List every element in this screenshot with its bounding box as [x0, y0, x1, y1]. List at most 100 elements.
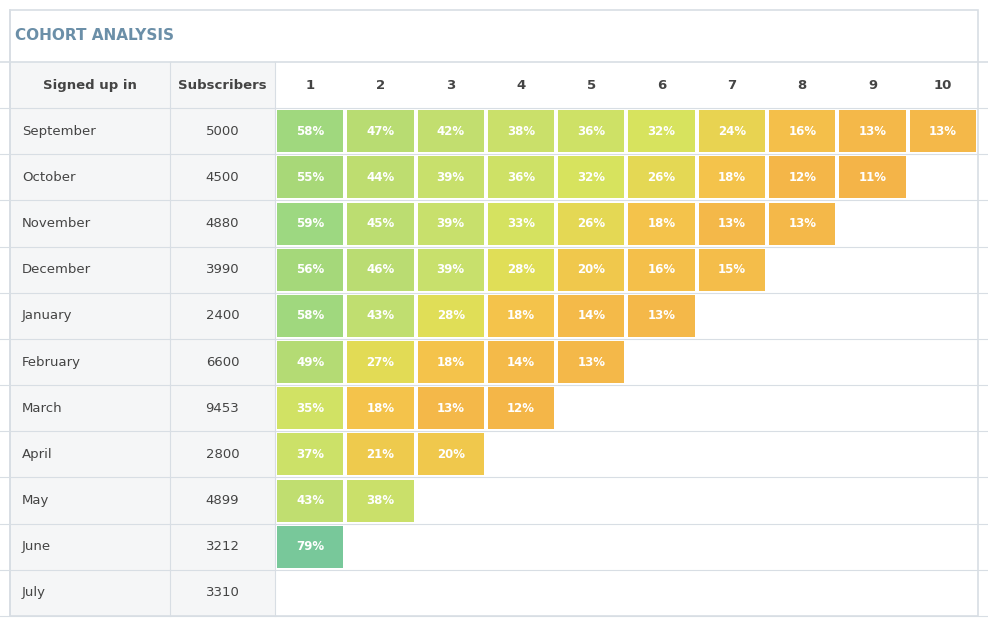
Text: 49%: 49% [296, 356, 324, 369]
Text: 43%: 43% [296, 494, 324, 507]
Text: 3: 3 [447, 79, 455, 91]
Bar [699, 202, 765, 245]
Bar [418, 156, 484, 198]
Text: November: November [22, 217, 91, 230]
Bar [558, 156, 624, 198]
Text: 13%: 13% [788, 217, 816, 230]
Bar [348, 110, 414, 152]
Text: 38%: 38% [367, 494, 394, 507]
Text: March: March [22, 402, 62, 415]
Bar [277, 110, 343, 152]
Bar [910, 110, 976, 152]
Text: 27%: 27% [367, 356, 394, 369]
Text: 7: 7 [727, 79, 736, 91]
Bar [558, 202, 624, 245]
Bar [628, 202, 695, 245]
Bar [558, 249, 624, 291]
Text: 18%: 18% [647, 217, 676, 230]
Text: 18%: 18% [437, 356, 464, 369]
Bar [418, 202, 484, 245]
Bar [348, 341, 414, 383]
Bar [10, 431, 275, 478]
Text: 4899: 4899 [206, 494, 239, 507]
Text: 6600: 6600 [206, 356, 239, 369]
Bar [769, 110, 836, 152]
Bar [10, 385, 275, 431]
Text: 13%: 13% [648, 309, 676, 322]
Text: 9: 9 [868, 79, 877, 91]
Text: 8: 8 [797, 79, 807, 91]
Text: 79%: 79% [296, 540, 324, 553]
Text: Subscribers: Subscribers [178, 79, 267, 91]
Bar [418, 295, 484, 337]
Bar [348, 480, 414, 521]
Text: 4880: 4880 [206, 217, 239, 230]
Bar [277, 295, 343, 337]
Text: 13%: 13% [718, 217, 746, 230]
Bar [277, 433, 343, 476]
Bar [277, 156, 343, 198]
Text: Signed up in: Signed up in [43, 79, 137, 91]
Text: 59%: 59% [296, 217, 324, 230]
Bar [488, 202, 554, 245]
Text: 28%: 28% [507, 264, 535, 276]
Text: September: September [22, 125, 96, 138]
Text: 16%: 16% [788, 125, 816, 138]
Bar [348, 202, 414, 245]
Text: 5000: 5000 [206, 125, 239, 138]
Bar [769, 202, 836, 245]
Text: 2800: 2800 [206, 448, 239, 461]
Bar [277, 341, 343, 383]
Text: 36%: 36% [577, 125, 606, 138]
Text: February: February [22, 356, 81, 369]
Text: 58%: 58% [296, 309, 324, 322]
Text: 44%: 44% [367, 171, 394, 184]
Bar [348, 387, 414, 429]
Text: 14%: 14% [577, 309, 606, 322]
Bar [488, 156, 554, 198]
Text: 37%: 37% [296, 448, 324, 461]
Bar [348, 433, 414, 476]
Bar [558, 295, 624, 337]
Text: 2: 2 [375, 79, 385, 91]
Bar [558, 341, 624, 383]
Bar [488, 110, 554, 152]
Text: 4500: 4500 [206, 171, 239, 184]
Text: 32%: 32% [577, 171, 606, 184]
Bar [488, 341, 554, 383]
Text: May: May [22, 494, 49, 507]
Bar [10, 524, 275, 570]
Text: 20%: 20% [577, 264, 606, 276]
Text: 3310: 3310 [206, 587, 239, 600]
Bar [10, 478, 275, 524]
Bar [277, 480, 343, 521]
Text: 18%: 18% [367, 402, 394, 415]
Text: 5: 5 [587, 79, 596, 91]
Bar [840, 110, 906, 152]
Text: 13%: 13% [929, 125, 956, 138]
Text: 26%: 26% [647, 171, 676, 184]
Bar [10, 155, 275, 200]
Text: 13%: 13% [577, 356, 606, 369]
Bar [558, 110, 624, 152]
Text: 2400: 2400 [206, 309, 239, 322]
Bar [488, 249, 554, 291]
Text: 39%: 39% [437, 264, 464, 276]
Text: 47%: 47% [367, 125, 394, 138]
Text: 9453: 9453 [206, 402, 239, 415]
Text: 20%: 20% [437, 448, 464, 461]
Bar [488, 387, 554, 429]
Text: 42%: 42% [437, 125, 464, 138]
Text: 24%: 24% [718, 125, 746, 138]
Text: 4: 4 [517, 79, 526, 91]
Text: 12%: 12% [507, 402, 535, 415]
Bar [348, 249, 414, 291]
Text: October: October [22, 171, 75, 184]
Text: 45%: 45% [367, 217, 394, 230]
Text: 35%: 35% [296, 402, 324, 415]
Text: 3990: 3990 [206, 264, 239, 276]
Bar [10, 62, 275, 108]
Bar [418, 433, 484, 476]
Text: 39%: 39% [437, 217, 464, 230]
Text: 12%: 12% [788, 171, 816, 184]
